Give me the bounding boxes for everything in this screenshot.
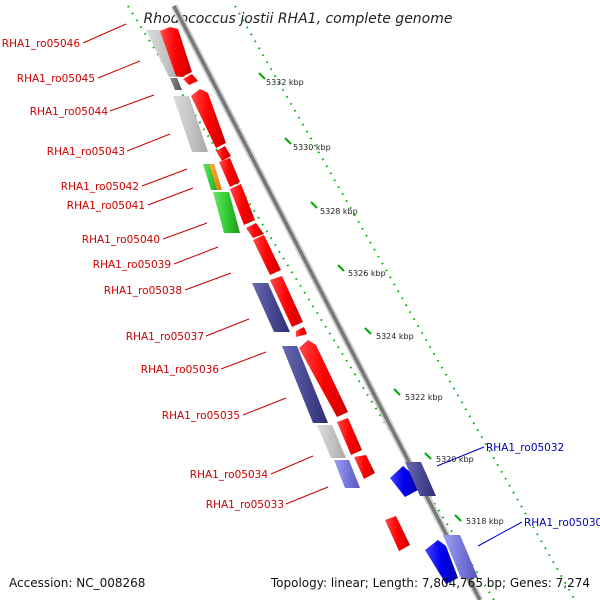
gene-labels-left: RHA1_ro05046 RHA1_ro05045 RHA1_ro05044 R… <box>2 38 284 511</box>
leader-line <box>184 272 232 291</box>
gene-label[interactable]: RHA1_ro05039 <box>93 259 171 271</box>
scale-tick <box>258 72 266 80</box>
gene-arrow-ro05030[interactable] <box>425 540 458 584</box>
gene-label[interactable]: RHA1_ro05034 <box>190 469 269 481</box>
leader-line <box>162 222 208 240</box>
gene-arrow-ro05042[interactable] <box>219 158 240 187</box>
leader-line <box>126 133 171 152</box>
genome-backbone <box>170 4 484 600</box>
gene-label[interactable]: RHA1_ro05043 <box>47 146 125 158</box>
leader-line <box>477 521 523 547</box>
accession-text: Accession: NC_008268 <box>9 576 146 590</box>
gene-label[interactable]: RHA1_ro05030 <box>524 517 600 529</box>
gene-block-ro05034[interactable] <box>317 425 346 458</box>
gene-label[interactable]: RHA1_ro05042 <box>61 181 139 193</box>
scale-label: 5318 kbp <box>466 517 504 526</box>
scale-ticks <box>258 72 462 522</box>
gene-arrows-reverse <box>390 462 478 584</box>
gene-label[interactable]: RHA1_ro05035 <box>162 410 240 422</box>
gene-label[interactable]: RHA1_ro05037 <box>126 331 204 343</box>
gene-block-ro05038[interactable] <box>252 283 290 332</box>
gene-arrow-ro05041[interactable] <box>230 184 255 225</box>
gene-label[interactable]: RHA1_ro05041 <box>67 200 145 212</box>
ruler-left-guide <box>127 5 495 600</box>
gene-block-ro05032b[interactable] <box>405 462 436 496</box>
leader-line <box>173 246 219 265</box>
gene-arrow-ro05044[interactable] <box>191 89 226 148</box>
gene-block-ro05033[interactable] <box>334 460 360 488</box>
genome-title: Rhodococcus jostii RHA1, complete genome <box>143 11 452 27</box>
leader-line <box>141 168 188 187</box>
scale-labels: 5332 kbp 5330 kbp 5328 kbp 5326 kbp 5324… <box>266 78 504 526</box>
gene-arrow-ro05043[interactable] <box>216 146 231 161</box>
gene-arrow-ro05039[interactable] <box>253 235 281 275</box>
gene-arrow-ro05046[interactable] <box>160 27 192 77</box>
gene-arrows-forward <box>160 27 410 551</box>
scale-tick <box>393 388 401 396</box>
gene-label[interactable]: RHA1_ro05045 <box>17 73 95 85</box>
scale-label: 5326 kbp <box>348 269 386 278</box>
leader-lines-right <box>436 446 523 547</box>
scale-tick <box>310 201 318 209</box>
scale-label: 5324 kbp <box>376 332 414 341</box>
scale-tick <box>364 327 372 335</box>
gene-labels-right: RHA1_ro05032 RHA1_ro05030 <box>486 442 600 529</box>
gene-label[interactable]: RHA1_ro05038 <box>104 285 182 297</box>
scale-tick <box>284 137 292 145</box>
gene-label[interactable]: RHA1_ro05046 <box>2 38 81 50</box>
scale-label: 5322 kbp <box>405 393 443 402</box>
scale-tick <box>337 264 345 272</box>
gene-arrow-ro05034[interactable] <box>354 455 375 479</box>
leader-line <box>220 351 267 370</box>
gene-arrow-ro05032[interactable] <box>390 466 418 497</box>
leader-line <box>242 397 287 416</box>
leader-line <box>97 60 141 79</box>
gene-block-ro05036[interactable] <box>282 346 328 423</box>
scale-label: 5330 kbp <box>293 143 331 152</box>
gene-label[interactable]: RHA1_ro05044 <box>30 106 109 118</box>
scale-tick <box>454 514 462 522</box>
gene-label[interactable]: RHA1_ro05036 <box>141 364 220 376</box>
gene-blocks-left <box>146 30 360 488</box>
leader-line <box>205 318 250 337</box>
gene-arrow-ro05040[interactable] <box>246 223 264 238</box>
topology-text: Topology: linear; Length: 7,804,765 bp; … <box>270 576 590 590</box>
gene-block-ro05042b[interactable] <box>209 164 222 190</box>
scale-tick <box>424 452 432 460</box>
scale-label: 5328 kbp <box>320 207 358 216</box>
scale-label: 5320 kbp <box>436 455 474 464</box>
gene-label[interactable]: RHA1_ro05032 <box>486 442 564 454</box>
gene-block-ro05044[interactable] <box>173 96 208 152</box>
gene-arrow-ro05038[interactable] <box>270 276 303 327</box>
leader-line <box>270 455 314 475</box>
gene-block-ro05030b[interactable] <box>443 535 478 578</box>
leader-line <box>82 23 127 44</box>
scale-label: 5332 kbp <box>266 78 304 87</box>
gene-arrow-ro05035[interactable] <box>337 418 362 455</box>
leader-lines-left <box>82 23 329 505</box>
leader-line <box>436 446 485 467</box>
gene-arrow-ro05033[interactable] <box>385 516 410 551</box>
gene-block-ro05041[interactable] <box>213 192 240 233</box>
leader-line <box>109 94 155 112</box>
leader-line <box>147 187 194 206</box>
gene-arrow-ro05045[interactable] <box>183 74 198 85</box>
gene-label[interactable]: RHA1_ro05033 <box>206 499 284 511</box>
gene-block-ro05045[interactable] <box>170 78 182 90</box>
gene-arrow-ro05037[interactable] <box>296 327 307 337</box>
gene-arrow-ro05036[interactable] <box>299 340 348 417</box>
leader-line <box>285 486 329 505</box>
gene-label[interactable]: RHA1_ro05040 <box>82 234 160 246</box>
